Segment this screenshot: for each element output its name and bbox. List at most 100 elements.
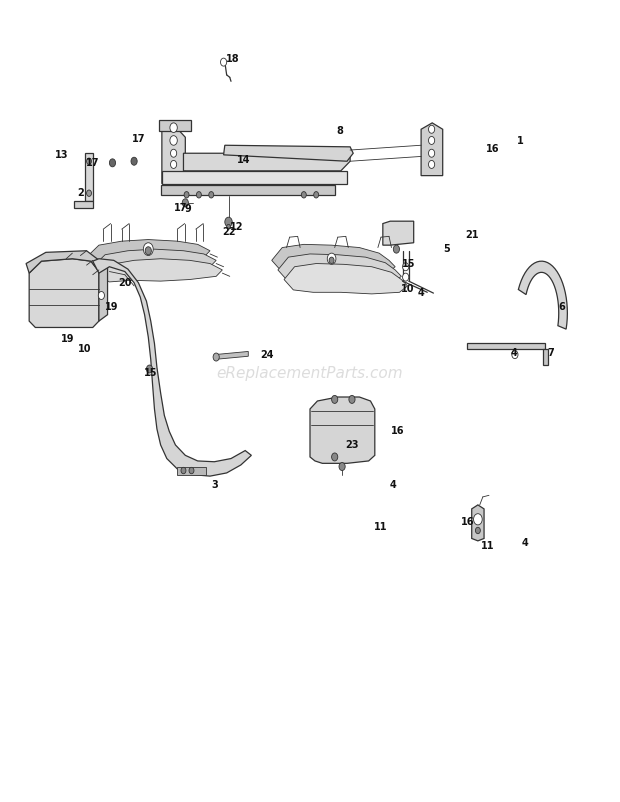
Circle shape: [314, 192, 319, 198]
Text: 15: 15: [144, 368, 157, 378]
Circle shape: [184, 192, 189, 198]
Text: 1: 1: [516, 136, 523, 146]
Circle shape: [87, 190, 92, 196]
Polygon shape: [159, 119, 192, 131]
Text: 10: 10: [401, 284, 414, 294]
Polygon shape: [93, 259, 251, 476]
Circle shape: [428, 149, 435, 157]
Polygon shape: [99, 259, 223, 282]
Circle shape: [227, 225, 231, 229]
Circle shape: [181, 468, 186, 474]
Text: 16: 16: [461, 517, 474, 528]
Polygon shape: [162, 125, 185, 184]
Circle shape: [329, 257, 334, 264]
Polygon shape: [85, 153, 93, 201]
Polygon shape: [184, 153, 350, 171]
Polygon shape: [74, 201, 93, 208]
Text: 4: 4: [390, 480, 397, 490]
Circle shape: [170, 149, 177, 157]
Circle shape: [189, 468, 194, 474]
Polygon shape: [162, 171, 347, 184]
Polygon shape: [215, 351, 248, 359]
Polygon shape: [177, 467, 206, 475]
Text: 13: 13: [55, 150, 69, 160]
Circle shape: [428, 136, 435, 144]
Polygon shape: [93, 249, 216, 273]
Circle shape: [428, 125, 435, 133]
Text: 15: 15: [402, 258, 415, 269]
Polygon shape: [29, 259, 99, 327]
Text: 12: 12: [231, 222, 244, 232]
Circle shape: [339, 463, 345, 471]
Text: 23: 23: [345, 440, 359, 450]
Polygon shape: [26, 251, 107, 273]
Circle shape: [349, 395, 355, 403]
Circle shape: [393, 245, 399, 253]
Circle shape: [197, 192, 202, 198]
Text: 9: 9: [184, 205, 191, 214]
Text: 21: 21: [465, 229, 479, 240]
Text: 4: 4: [418, 288, 425, 298]
Circle shape: [301, 192, 306, 198]
Text: 17: 17: [131, 134, 145, 144]
Polygon shape: [87, 240, 210, 263]
Text: 2: 2: [77, 188, 84, 198]
Polygon shape: [383, 221, 414, 245]
Polygon shape: [421, 123, 443, 176]
Polygon shape: [99, 267, 107, 321]
Circle shape: [402, 273, 409, 282]
Circle shape: [332, 453, 338, 461]
Text: 10: 10: [78, 344, 92, 354]
Circle shape: [143, 243, 153, 256]
Circle shape: [109, 159, 115, 167]
Text: 24: 24: [260, 350, 273, 359]
Circle shape: [170, 160, 177, 168]
Text: 19: 19: [61, 334, 75, 344]
Circle shape: [145, 247, 151, 255]
Circle shape: [225, 217, 232, 227]
Text: 16: 16: [391, 427, 404, 436]
Text: 20: 20: [118, 277, 131, 288]
Circle shape: [209, 192, 214, 198]
Circle shape: [146, 365, 153, 373]
Circle shape: [221, 58, 227, 66]
Text: 4: 4: [521, 538, 528, 549]
Circle shape: [512, 350, 518, 358]
Circle shape: [327, 253, 336, 265]
Polygon shape: [161, 185, 335, 195]
Polygon shape: [518, 261, 567, 329]
Text: 6: 6: [559, 302, 565, 312]
Text: 8: 8: [336, 126, 343, 136]
Circle shape: [87, 158, 92, 164]
Polygon shape: [224, 145, 353, 161]
Circle shape: [170, 136, 177, 145]
Text: 18: 18: [226, 54, 240, 64]
Circle shape: [332, 395, 338, 403]
Text: 22: 22: [222, 226, 235, 237]
Text: 11: 11: [481, 541, 495, 552]
Circle shape: [402, 263, 409, 271]
Text: 14: 14: [237, 155, 250, 164]
Polygon shape: [472, 505, 484, 541]
Polygon shape: [310, 397, 375, 464]
Polygon shape: [278, 254, 401, 285]
Circle shape: [131, 157, 137, 165]
Circle shape: [213, 353, 219, 361]
Text: 17: 17: [174, 203, 187, 213]
Circle shape: [170, 123, 177, 132]
Polygon shape: [284, 264, 407, 294]
Circle shape: [476, 527, 480, 533]
Text: 4: 4: [510, 348, 517, 358]
Text: eReplacementParts.com: eReplacementParts.com: [216, 366, 404, 380]
Circle shape: [474, 514, 482, 525]
Polygon shape: [467, 343, 544, 349]
Text: 5: 5: [444, 244, 450, 254]
Text: 11: 11: [374, 522, 388, 533]
Text: 7: 7: [547, 348, 554, 358]
Text: 16: 16: [486, 144, 500, 154]
Text: 3: 3: [211, 480, 218, 490]
Circle shape: [99, 291, 104, 299]
Circle shape: [182, 199, 188, 207]
Text: 19: 19: [105, 302, 118, 312]
Polygon shape: [543, 349, 547, 365]
